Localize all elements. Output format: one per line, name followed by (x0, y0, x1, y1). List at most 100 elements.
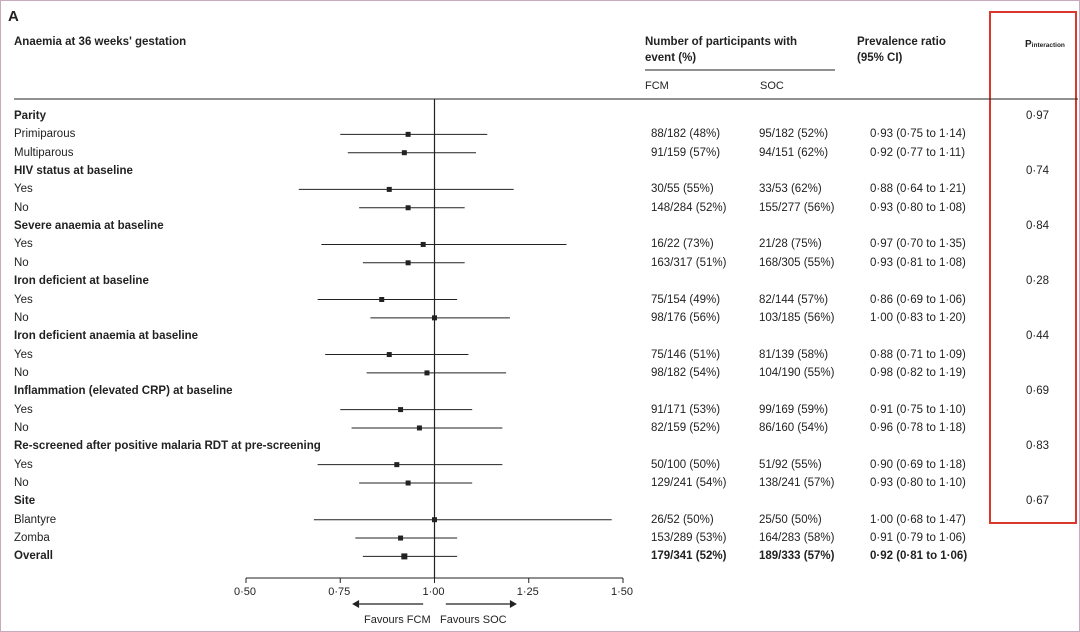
point-estimate (416, 425, 422, 431)
fcm-value: 75/154 (49%) (651, 293, 721, 306)
subgroup-label: Zomba (14, 532, 50, 545)
prevalence-ratio-ci: 0·93 (0·75 to 1·14) (870, 128, 966, 141)
soc-value: 21/28 (75%) (759, 238, 822, 251)
subgroup-label: Yes (14, 348, 33, 361)
soc-value: 103/185 (56%) (759, 311, 835, 324)
soc-column-label: SOC (760, 80, 784, 92)
soc-value: 138/241 (57%) (759, 477, 835, 489)
fcm-value: 98/182 (54%) (651, 366, 721, 379)
subgroup-label: No (14, 311, 29, 324)
subgroup-label: No (14, 201, 29, 214)
point-estimate (420, 241, 426, 247)
group-heading: HIV status at baseline (14, 165, 133, 178)
soc-value: 168/305 (55%) (759, 256, 835, 269)
group-heading: Parity (14, 110, 46, 122)
point-estimate (398, 407, 404, 413)
point-estimate (401, 553, 408, 560)
group-heading: Iron deficient at baseline (14, 275, 149, 288)
group-heading: Severe anaemia at baseline (14, 220, 164, 233)
point-estimate (432, 517, 437, 523)
fcm-value: 26/52 (50%) (651, 513, 714, 526)
group-heading: Iron deficient anaemia at baseline (14, 330, 199, 343)
subgroup-label: No (14, 477, 29, 489)
group-heading: Re-screened after positive malaria RDT a… (14, 440, 321, 453)
soc-value: 82/144 (57%) (759, 293, 829, 306)
point-estimate (424, 370, 430, 376)
p-interaction-value: 0·67 (1026, 495, 1050, 508)
subgroup-label: No (14, 256, 29, 269)
subgroup-label: Blantyre (14, 513, 57, 526)
fcm-value: 153/289 (53%) (651, 532, 727, 545)
x-tick-label: 1·50 (611, 586, 634, 598)
fcm-value: 50/100 (50%) (651, 458, 721, 471)
favours-soc-label: Favours SOC (440, 614, 507, 626)
fcm-value: 91/171 (53%) (651, 403, 721, 416)
prevalence-ratio-ci: 0·92 (0·81 to 1·06) (870, 550, 968, 563)
favours-fcm-label: Favours FCM (364, 614, 431, 626)
chart-title: Anaemia at 36 weeks' gestation (14, 36, 187, 48)
favours-soc-arrowhead (509, 600, 517, 608)
prevalence-ratio-ci: 0·91 (0·79 to 1·06) (870, 532, 966, 545)
fcm-value: 129/241 (54%) (651, 477, 727, 489)
subgroup-label: No (14, 421, 29, 434)
point-estimate (386, 186, 392, 192)
prevalence-ratio-ci: 0·92 (0·77 to 1·11) (870, 146, 966, 159)
subgroup-label: Yes (14, 183, 33, 196)
fcm-value: 88/182 (48%) (651, 128, 721, 141)
prevalence-ratio-ci: 0·90 (0·69 to 1·18) (870, 458, 966, 471)
pr-header-line1: Prevalence ratio (857, 36, 946, 48)
soc-value: 104/190 (55%) (759, 366, 835, 379)
participants-header-line2: event (%) (645, 52, 697, 64)
soc-value: 33/53 (62%) (759, 183, 822, 196)
prevalence-ratio-ci: 0·98 (0·82 to 1·19) (870, 366, 966, 379)
p-interaction-value: 0·69 (1026, 385, 1050, 398)
soc-value: 51/92 (55%) (759, 458, 822, 471)
group-heading: Site (14, 495, 36, 508)
x-tick-label: 1·25 (516, 586, 539, 598)
x-tick-label: 0·50 (234, 586, 257, 598)
p-interaction-value: 0·84 (1026, 220, 1050, 233)
prevalence-ratio-ci: 1·00 (0·68 to 1·47) (870, 513, 966, 526)
soc-value: 81/139 (58%) (759, 348, 829, 361)
point-estimate (386, 352, 392, 358)
x-tick-label: 0·75 (328, 586, 351, 598)
prevalence-ratio-ci: 0·91 (0·75 to 1·10) (870, 403, 966, 416)
group-heading: Inflammation (elevated CRP) at baseline (14, 385, 233, 398)
prevalence-ratio-ci: 0·93 (0·81 to 1·08) (870, 256, 966, 269)
fcm-value: 82/159 (52%) (651, 421, 721, 434)
point-estimate (432, 315, 437, 321)
subgroup-label: Yes (14, 403, 33, 416)
point-estimate (405, 205, 411, 211)
fcm-column-label: FCM (645, 80, 669, 92)
p-interaction-value: 0·97 (1026, 110, 1050, 122)
point-estimate (405, 260, 411, 266)
subgroup-label: Yes (14, 238, 33, 251)
soc-value: 25/50 (50%) (759, 513, 822, 526)
subgroup-label: No (14, 366, 29, 379)
subgroup-label: Multiparous (14, 146, 74, 159)
fcm-value: 16/22 (73%) (651, 238, 714, 251)
fcm-value: 148/284 (52%) (651, 201, 727, 214)
prevalence-ratio-ci: 0·93 (0·80 to 1·10) (870, 477, 966, 489)
soc-value: 155/277 (56%) (759, 201, 835, 214)
soc-value: 99/169 (59%) (759, 403, 829, 416)
fcm-value: 75/146 (51%) (651, 348, 721, 361)
subgroup-label: Yes (14, 458, 33, 471)
point-estimate (401, 150, 407, 156)
prevalence-ratio-ci: 0·97 (0·70 to 1·35) (870, 238, 966, 251)
p-interaction-highlight-box (989, 11, 1077, 524)
point-estimate (405, 480, 411, 486)
prevalence-ratio-ci: 1·00 (0·83 to 1·20) (870, 311, 966, 324)
fcm-value: 98/176 (56%) (651, 311, 721, 324)
participants-header-line1: Number of participants with (645, 36, 798, 48)
pr-header-line2: (95% CI) (857, 52, 903, 64)
p-interaction-value: 0·28 (1026, 275, 1050, 288)
prevalence-ratio-ci: 0·88 (0·64 to 1·21) (870, 183, 966, 196)
prevalence-ratio-ci: 0·93 (0·80 to 1·08) (870, 201, 966, 214)
p-interaction-header: Pinteraction (1025, 39, 1065, 50)
panel-label: A (8, 8, 19, 25)
prevalence-ratio-ci: 0·86 (0·69 to 1·06) (870, 293, 966, 306)
fcm-value: 91/159 (57%) (651, 146, 721, 159)
soc-value: 95/182 (52%) (759, 128, 829, 141)
